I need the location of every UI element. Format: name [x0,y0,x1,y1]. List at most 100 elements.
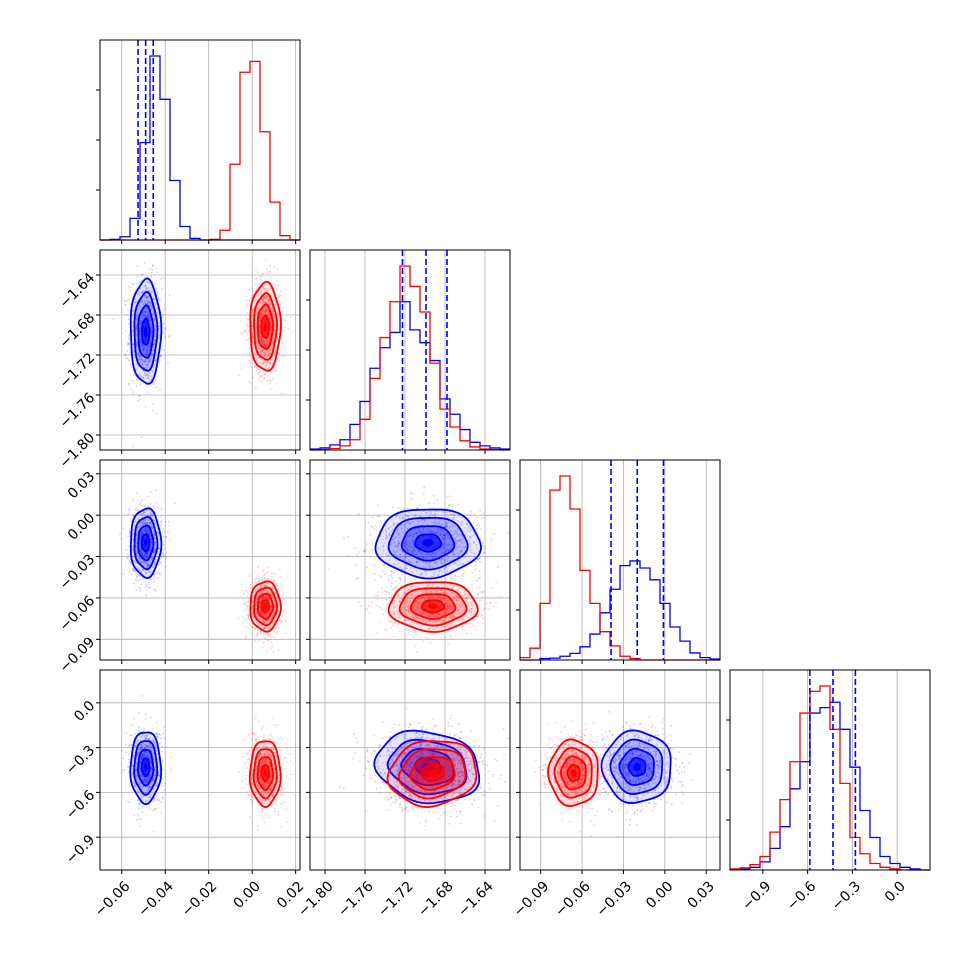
scatter-point-series_b [260,341,263,344]
scatter-point-series_a [153,504,155,507]
scatter-point-series_a [147,296,150,299]
scatter-point-series_b [262,298,265,301]
scatter-point-series_b [258,616,261,619]
scatter-point-series_a [141,291,144,294]
scatter-point-series_a [147,315,150,317]
scatter-point-series_a [139,542,141,545]
scatter-point-series_b [272,588,274,591]
scatter-point-series_a [159,515,162,518]
scatter-point-series_a [138,574,141,576]
scatter-point-series_a [150,290,153,293]
scatter-point-series_b [257,595,260,597]
scatter-point-series_b [265,614,268,617]
scatter-point-series_a [158,535,160,537]
scatter-point-series_a [127,298,130,301]
scatter-point-series_b [429,591,431,593]
scatter-point-series_a [452,577,454,580]
scatter-point-series_a [436,532,439,534]
scatter-point-series_b [405,609,408,611]
scatter-point-series_b [289,316,292,318]
scatter-point-series_a [157,577,159,579]
scatter-point-series_b [458,597,460,600]
scatter-point-series_a [147,315,149,317]
scatter-point-series_a [135,326,138,329]
scatter-point-series_b [259,278,262,280]
scatter-point-series_b [436,590,439,593]
scatter-point-series_a [371,548,373,551]
scatter-point-series_b [265,365,268,368]
scatter-point-series_b [255,608,257,610]
scatter-point-series_b [263,596,266,599]
scatter-point-series_b [259,315,261,318]
scatter-point-series_b [412,616,414,619]
scatter-point-series_b [270,618,272,620]
scatter-point-series_a [151,558,154,560]
scatter-point-series_a [145,302,147,305]
scatter-point-series_a [476,557,479,560]
scatter-point-series_a [149,514,152,517]
scatter-point-series_a [148,360,150,363]
scatter-point-series_b [248,329,251,332]
scatter-point-series_b [396,586,399,589]
scatter-point-series_a [442,544,444,547]
scatter-point-series_b [269,624,272,627]
scatter-point-series_a [124,549,127,551]
scatter-point-series_b [416,605,419,608]
scatter-point-series_a [147,495,149,498]
scatter-point-series_b [260,358,263,361]
scatter-point-series_b [470,622,473,625]
scatter-point-series_a [140,562,143,564]
scatter-point-series_b [267,598,270,601]
scatter-point-series_a [146,522,148,525]
scatter-point-series_a [154,563,157,566]
contour-line-series_b [256,303,274,350]
scatter-point-series_a [410,497,412,500]
scatter-point-series_a [147,517,149,520]
scatter-point-series_a [403,508,406,511]
scatter-point-series_a [429,512,432,514]
scatter-point-series_a [423,486,426,489]
scatter-point-series_a [413,549,416,552]
scatter-point-series_b [270,641,273,644]
scatter-point-series_a [418,504,421,507]
scatter-point-series_a [139,319,142,322]
scatter-point-series_b [275,615,278,618]
scatter-point-series_b [403,619,405,622]
scatter-point-series_a [453,530,456,533]
scatter-point-series_b [251,321,253,324]
scatter-point-series_a [125,303,127,306]
scatter-point-series_a [420,532,423,534]
scatter-point-series_b [251,614,254,616]
contour-line-series_a [137,304,155,359]
scatter-point-series_a [150,545,153,548]
scatter-point-series_b [266,343,268,346]
scatter-point-series_a [421,519,423,522]
scatter-point-series_a [132,343,135,345]
scatter-point-series_b [243,331,246,333]
scatter-point-series_a [156,572,158,575]
scatter-point-series_b [258,602,261,605]
contour-line-series_a [137,524,155,562]
scatter-point-series_a [482,512,485,515]
scatter-point-series_a [139,551,142,553]
scatter-point-series_a [141,561,144,564]
scatter-point-series_a [446,524,449,527]
scatter-point-series_b [456,588,459,591]
scatter-point-series_a [469,510,472,513]
scatter-point-series_b [258,601,261,604]
density-fill-series_b [263,322,267,332]
scatter-point-series_b [444,608,447,611]
scatter-point-series_a [139,375,142,377]
scatter-point-series_b [245,637,248,640]
scatter-point-series_b [274,287,277,290]
scatter-point-series_b [266,629,269,631]
scatter-point-series_a [433,494,435,497]
scatter-point-series_a [422,560,424,563]
scatter-point-series_a [377,504,379,507]
scatter-point-series_b [268,303,271,306]
scatter-point-series_b [263,310,265,313]
scatter-point-series_a [140,321,143,323]
scatter-point-series_a [422,556,425,559]
scatter-point-series_b [264,312,267,314]
scatter-point-series_b [471,571,473,574]
